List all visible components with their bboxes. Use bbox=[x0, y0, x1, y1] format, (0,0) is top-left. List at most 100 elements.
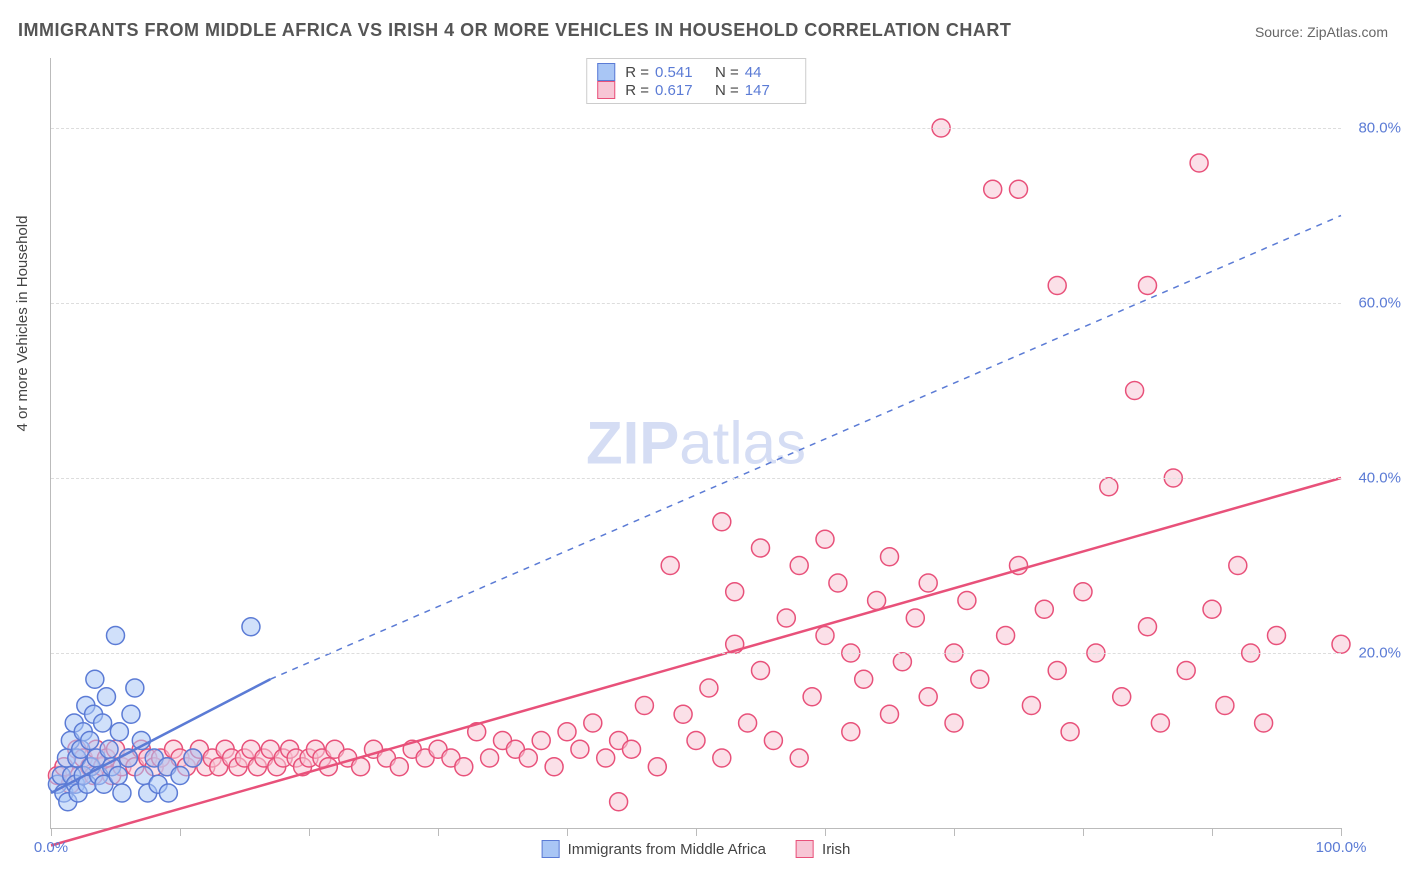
legend-item: Immigrants from Middle Africa bbox=[542, 840, 766, 858]
stat-value-n: 147 bbox=[745, 82, 795, 99]
data-point bbox=[623, 740, 641, 758]
data-point bbox=[777, 609, 795, 627]
data-point bbox=[1074, 583, 1092, 601]
xtick-label: 100.0% bbox=[1316, 839, 1367, 856]
legend-label: Immigrants from Middle Africa bbox=[568, 841, 766, 858]
data-point bbox=[868, 592, 886, 610]
data-point bbox=[455, 758, 473, 776]
gridline bbox=[51, 303, 1341, 304]
data-point bbox=[1139, 277, 1157, 295]
data-point bbox=[1216, 697, 1234, 715]
data-point bbox=[739, 714, 757, 732]
data-point bbox=[816, 627, 834, 645]
plot-area: ZIPatlas R =0.541N =44R =0.617N =147 Imm… bbox=[50, 58, 1341, 829]
data-point bbox=[571, 740, 589, 758]
legend-swatch bbox=[542, 840, 560, 858]
data-point bbox=[997, 627, 1015, 645]
data-point bbox=[700, 679, 718, 697]
data-point bbox=[390, 758, 408, 776]
bottom-legend: Immigrants from Middle Africa Irish bbox=[542, 840, 851, 858]
series-swatch bbox=[597, 81, 615, 99]
ytick-label: 20.0% bbox=[1346, 645, 1401, 662]
data-point bbox=[674, 705, 692, 723]
xtick bbox=[438, 828, 439, 836]
data-point bbox=[829, 574, 847, 592]
data-point bbox=[764, 732, 782, 750]
data-point bbox=[635, 697, 653, 715]
data-point bbox=[842, 723, 860, 741]
data-point bbox=[790, 557, 808, 575]
data-point bbox=[113, 784, 131, 802]
data-point bbox=[109, 767, 127, 785]
legend-item: Irish bbox=[796, 840, 850, 858]
stat-label-r: R = bbox=[625, 82, 649, 99]
data-point bbox=[1100, 478, 1118, 496]
data-point bbox=[352, 758, 370, 776]
data-point bbox=[1203, 600, 1221, 618]
ytick-label: 80.0% bbox=[1346, 120, 1401, 137]
stat-label-r: R = bbox=[625, 64, 649, 81]
trendline bbox=[51, 478, 1341, 846]
data-point bbox=[855, 670, 873, 688]
data-point bbox=[803, 688, 821, 706]
data-point bbox=[648, 758, 666, 776]
data-point bbox=[958, 592, 976, 610]
data-point bbox=[1255, 714, 1273, 732]
stat-row: R =0.617N =147 bbox=[597, 81, 795, 99]
data-point bbox=[816, 530, 834, 548]
xtick bbox=[180, 828, 181, 836]
ytick-label: 60.0% bbox=[1346, 295, 1401, 312]
data-point bbox=[881, 548, 899, 566]
data-point bbox=[790, 749, 808, 767]
gridline bbox=[51, 478, 1341, 479]
data-point bbox=[1061, 723, 1079, 741]
data-point bbox=[661, 557, 679, 575]
data-point bbox=[1048, 662, 1066, 680]
stat-value-r: 0.541 bbox=[655, 64, 705, 81]
data-point bbox=[122, 705, 140, 723]
xtick bbox=[51, 828, 52, 836]
xtick bbox=[309, 828, 310, 836]
xtick bbox=[1341, 828, 1342, 836]
data-point bbox=[1022, 697, 1040, 715]
data-point bbox=[1268, 627, 1286, 645]
data-point bbox=[110, 723, 128, 741]
data-point bbox=[945, 714, 963, 732]
data-point bbox=[1048, 277, 1066, 295]
gridline bbox=[51, 128, 1341, 129]
data-point bbox=[1139, 618, 1157, 636]
data-point bbox=[481, 749, 499, 767]
xtick bbox=[1212, 828, 1213, 836]
source-attribution: Source: ZipAtlas.com bbox=[1255, 24, 1388, 40]
data-point bbox=[107, 627, 125, 645]
data-point bbox=[81, 732, 99, 750]
xtick bbox=[954, 828, 955, 836]
data-point bbox=[1190, 154, 1208, 172]
data-point bbox=[126, 679, 144, 697]
data-point bbox=[97, 688, 115, 706]
data-point bbox=[159, 784, 177, 802]
series-swatch bbox=[597, 63, 615, 81]
data-point bbox=[184, 749, 202, 767]
xtick bbox=[567, 828, 568, 836]
stat-label-n: N = bbox=[715, 82, 739, 99]
data-point bbox=[1151, 714, 1169, 732]
data-point bbox=[919, 574, 937, 592]
legend-label: Irish bbox=[822, 841, 850, 858]
data-point bbox=[713, 513, 731, 531]
gridline bbox=[51, 653, 1341, 654]
data-point bbox=[532, 732, 550, 750]
data-point bbox=[1010, 180, 1028, 198]
data-point bbox=[726, 583, 744, 601]
data-point bbox=[1177, 662, 1195, 680]
trendline-extrapolated bbox=[270, 216, 1341, 680]
scatter-svg bbox=[51, 58, 1341, 828]
data-point bbox=[242, 618, 260, 636]
data-point bbox=[1229, 557, 1247, 575]
xtick bbox=[696, 828, 697, 836]
data-point bbox=[86, 670, 104, 688]
data-point bbox=[984, 180, 1002, 198]
stat-row: R =0.541N =44 bbox=[597, 63, 795, 81]
data-point bbox=[597, 749, 615, 767]
data-point bbox=[881, 705, 899, 723]
